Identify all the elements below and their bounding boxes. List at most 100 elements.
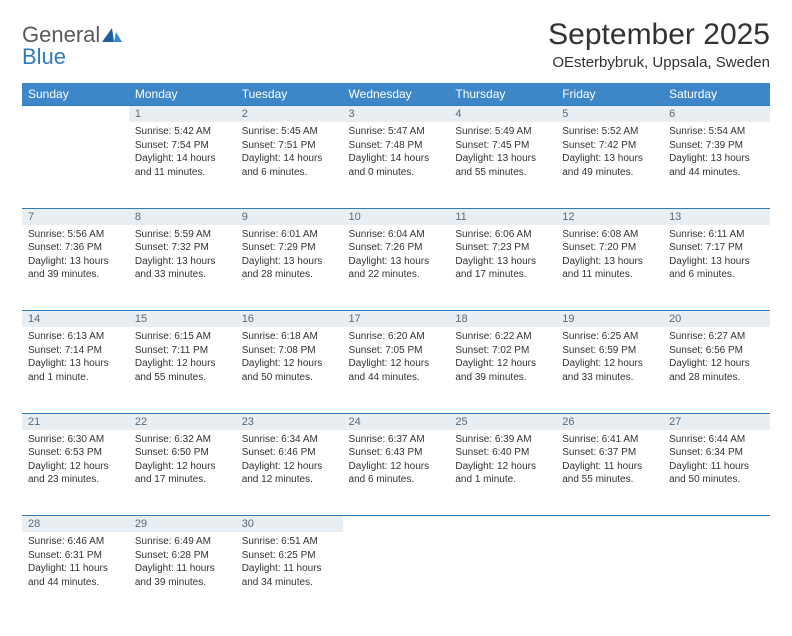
sunrise-text: Sunrise: 5:52 AM: [562, 125, 657, 139]
day-detail: Sunrise: 6:18 AMSunset: 7:08 PMDaylight:…: [236, 327, 343, 413]
daylight-text: Daylight: 14 hours and 0 minutes.: [349, 152, 444, 179]
sunset-text: Sunset: 7:51 PM: [242, 139, 337, 153]
daylight-text: Daylight: 12 hours and 6 minutes.: [349, 460, 444, 487]
day-number-empty: [343, 516, 450, 533]
sunrise-text: Sunrise: 6:15 AM: [135, 330, 230, 344]
daylight-text: Daylight: 11 hours and 39 minutes.: [135, 562, 230, 589]
daylight-text: Daylight: 14 hours and 6 minutes.: [242, 152, 337, 179]
day-number: 10: [343, 208, 450, 225]
weekday-header: Sunday: [22, 83, 129, 106]
sunrise-text: Sunrise: 6:06 AM: [455, 228, 550, 242]
sunrise-text: Sunrise: 6:08 AM: [562, 228, 657, 242]
daylight-text: Daylight: 11 hours and 55 minutes.: [562, 460, 657, 487]
sunrise-text: Sunrise: 6:04 AM: [349, 228, 444, 242]
day-number: 23: [236, 413, 343, 430]
day-number: 24: [343, 413, 450, 430]
day-number: 11: [449, 208, 556, 225]
day-detail: Sunrise: 6:51 AMSunset: 6:25 PMDaylight:…: [236, 532, 343, 618]
logo: General Blue: [22, 24, 122, 68]
sunset-text: Sunset: 7:14 PM: [28, 344, 123, 358]
sunset-text: Sunset: 7:45 PM: [455, 139, 550, 153]
sunrise-text: Sunrise: 5:54 AM: [669, 125, 764, 139]
sunrise-text: Sunrise: 6:13 AM: [28, 330, 123, 344]
sunset-text: Sunset: 7:23 PM: [455, 241, 550, 255]
sunset-text: Sunset: 7:54 PM: [135, 139, 230, 153]
header: General Blue September 2025 OEsterbybruk…: [22, 18, 770, 75]
day-detail: Sunrise: 6:37 AMSunset: 6:43 PMDaylight:…: [343, 430, 450, 516]
weekday-header: Thursday: [449, 83, 556, 106]
day-number: 22: [129, 413, 236, 430]
day-number: 30: [236, 516, 343, 533]
day-detail-row: Sunrise: 5:42 AMSunset: 7:54 PMDaylight:…: [22, 122, 770, 208]
sunrise-text: Sunrise: 6:18 AM: [242, 330, 337, 344]
day-detail: Sunrise: 6:41 AMSunset: 6:37 PMDaylight:…: [556, 430, 663, 516]
logo-text: General Blue: [22, 24, 122, 68]
day-detail: Sunrise: 6:34 AMSunset: 6:46 PMDaylight:…: [236, 430, 343, 516]
day-number: 1: [129, 106, 236, 123]
day-number-row: 282930: [22, 516, 770, 533]
day-number: 12: [556, 208, 663, 225]
daylight-text: Daylight: 11 hours and 50 minutes.: [669, 460, 764, 487]
daylight-text: Daylight: 13 hours and 17 minutes.: [455, 255, 550, 282]
page-title: September 2025: [548, 18, 770, 52]
sunrise-text: Sunrise: 6:20 AM: [349, 330, 444, 344]
sunset-text: Sunset: 7:48 PM: [349, 139, 444, 153]
sunrise-text: Sunrise: 6:51 AM: [242, 535, 337, 549]
sunset-text: Sunset: 6:46 PM: [242, 446, 337, 460]
sunrise-text: Sunrise: 6:37 AM: [349, 433, 444, 447]
day-detail-row: Sunrise: 6:13 AMSunset: 7:14 PM Daylight:…: [22, 327, 770, 413]
sunset-text: Sunset: 7:32 PM: [135, 241, 230, 255]
day-detail: Sunrise: 5:42 AMSunset: 7:54 PMDaylight:…: [129, 122, 236, 208]
day-number-empty: [449, 516, 556, 533]
sunrise-text: Sunrise: 6:46 AM: [28, 535, 123, 549]
daylight-text: Daylight: 14 hours and 11 minutes.: [135, 152, 230, 179]
title-block: September 2025 OEsterbybruk, Uppsala, Sw…: [548, 18, 770, 75]
weekday-header: Tuesday: [236, 83, 343, 106]
daylight-text: Daylight: 13 hours and 33 minutes.: [135, 255, 230, 282]
sunset-text: Sunset: 7:26 PM: [349, 241, 444, 255]
day-detail: Sunrise: 6:15 AMSunset: 7:11 PMDaylight:…: [129, 327, 236, 413]
logo-word2: Blue: [22, 44, 66, 69]
daylight-text: Daylight: 12 hours and 55 minutes.: [135, 357, 230, 384]
day-number-row: 21222324252627: [22, 413, 770, 430]
day-detail: Sunrise: 6:30 AMSunset: 6:53 PMDaylight:…: [22, 430, 129, 516]
day-number: 3: [343, 106, 450, 123]
sunset-text: Sunset: 7:42 PM: [562, 139, 657, 153]
sunset-text: Sunset: 6:50 PM: [135, 446, 230, 460]
day-number: 18: [449, 311, 556, 328]
sunrise-text: Sunrise: 5:56 AM: [28, 228, 123, 242]
sunset-text: Sunset: 7:20 PM: [562, 241, 657, 255]
day-detail: Sunrise: 6:01 AMSunset: 7:29 PMDaylight:…: [236, 225, 343, 311]
day-detail: Sunrise: 6:46 AMSunset: 6:31 PMDaylight:…: [22, 532, 129, 618]
daylight-text: Daylight: 12 hours and 1 minute.: [455, 460, 550, 487]
weekday-header-row: Sunday Monday Tuesday Wednesday Thursday…: [22, 83, 770, 106]
sunset-text: Sunset: 6:25 PM: [242, 549, 337, 563]
day-detail-empty: [663, 532, 770, 618]
daylight-text: Daylight: 13 hours and 11 minutes.: [562, 255, 657, 282]
daylight-text: Daylight: 13 hours and 39 minutes.: [28, 255, 123, 282]
day-number: 4: [449, 106, 556, 123]
day-number: 13: [663, 208, 770, 225]
day-number: 21: [22, 413, 129, 430]
weekday-header: Friday: [556, 83, 663, 106]
day-number: 20: [663, 311, 770, 328]
day-detail: Sunrise: 6:04 AMSunset: 7:26 PMDaylight:…: [343, 225, 450, 311]
day-detail: Sunrise: 5:52 AMSunset: 7:42 PMDaylight:…: [556, 122, 663, 208]
daylight-text: Daylight: 13 hours and 49 minutes.: [562, 152, 657, 179]
day-detail: Sunrise: 6:11 AMSunset: 7:17 PMDaylight:…: [663, 225, 770, 311]
sunrise-text: Sunrise: 5:42 AM: [135, 125, 230, 139]
sunrise-text: Sunrise: 5:47 AM: [349, 125, 444, 139]
day-number: 9: [236, 208, 343, 225]
day-detail: Sunrise: 6:27 AMSunset: 6:56 PMDaylight:…: [663, 327, 770, 413]
day-detail: Sunrise: 5:47 AMSunset: 7:48 PMDaylight:…: [343, 122, 450, 208]
day-number-row: 14151617181920: [22, 311, 770, 328]
day-number: 26: [556, 413, 663, 430]
daylight-text: Daylight: 13 hours and 22 minutes.: [349, 255, 444, 282]
day-detail: Sunrise: 6:20 AMSunset: 7:05 PMDaylight:…: [343, 327, 450, 413]
sunset-text: Sunset: 6:40 PM: [455, 446, 550, 460]
day-detail: Sunrise: 6:22 AMSunset: 7:02 PMDaylight:…: [449, 327, 556, 413]
day-detail: Sunrise: 6:13 AMSunset: 7:14 PMDaylight:…: [22, 327, 129, 413]
sunset-text: Sunset: 6:56 PM: [669, 344, 764, 358]
day-number: 28: [22, 516, 129, 533]
day-detail: Sunrise: 5:49 AMSunset: 7:45 PMDaylight:…: [449, 122, 556, 208]
